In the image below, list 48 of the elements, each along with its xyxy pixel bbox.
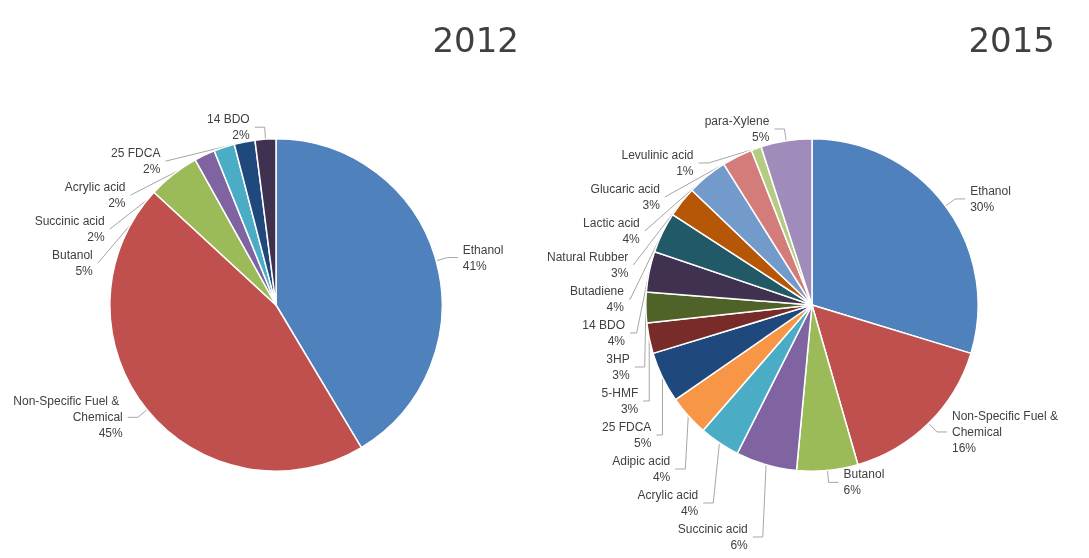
data-label: 6% (730, 537, 749, 552)
data-label: 3% (620, 401, 639, 416)
data-label: 41% (462, 258, 488, 273)
slice-label: Non-Specific Fuel & Chemical (13, 394, 123, 425)
slice-label: 25 FDCA (111, 146, 161, 161)
slice-label: Levulinic acid (621, 147, 694, 162)
slice-label: 14 BDO (207, 112, 250, 127)
data-label: 4% (680, 503, 699, 518)
chart-title: 2012 (432, 20, 519, 60)
slice-label: Ethanol (970, 183, 1011, 198)
data-label: 5% (752, 129, 770, 144)
slice-label: 5-HMF (601, 385, 639, 400)
data-label: 5% (634, 435, 652, 450)
slice-label: Succinic acid (677, 521, 748, 536)
slice-label: Butanol (52, 248, 93, 263)
data-label: 1% (676, 163, 694, 178)
data-label: 4% (652, 469, 671, 484)
slice-label: Succinic acid (34, 214, 105, 229)
slice-label: 3HP (606, 351, 630, 366)
slice-label: Acrylic acid (64, 180, 126, 195)
data-label: 4% (607, 333, 626, 348)
data-label: 2% (143, 162, 161, 177)
data-label: 45% (98, 426, 124, 441)
data-label: 4% (622, 231, 641, 246)
slice-label: Ethanol (462, 242, 504, 257)
slice-label: 25 FDCA (601, 419, 652, 434)
slice-label: Natural Rubber (546, 249, 629, 264)
data-label: 2% (87, 230, 106, 245)
slice-label: Lactic acid (583, 215, 640, 230)
chart-title: 2015 (968, 20, 1055, 60)
slice-label: 14 BDO (582, 317, 626, 332)
slice-label: Non-Specific Fuel & Chemical (951, 408, 1062, 439)
slice-label: Adipic acid (612, 453, 671, 468)
slice-label: Butadiene (569, 283, 625, 298)
data-label: 2% (232, 128, 251, 143)
data-label: 30% (970, 199, 995, 214)
data-label: 5% (75, 264, 94, 279)
data-label: 3% (612, 367, 631, 382)
slice-label: Glucaric acid (590, 181, 660, 196)
data-label: 6% (843, 483, 862, 498)
data-label: 3% (642, 197, 661, 212)
slice-label: Acrylic acid (637, 487, 699, 502)
slice-label: para-Xylene (704, 113, 770, 128)
data-label: 16% (951, 440, 977, 455)
data-label: 3% (611, 265, 629, 280)
data-label: 4% (606, 299, 625, 314)
slice-label: Butanol (843, 467, 885, 482)
data-label: 2% (108, 196, 126, 211)
